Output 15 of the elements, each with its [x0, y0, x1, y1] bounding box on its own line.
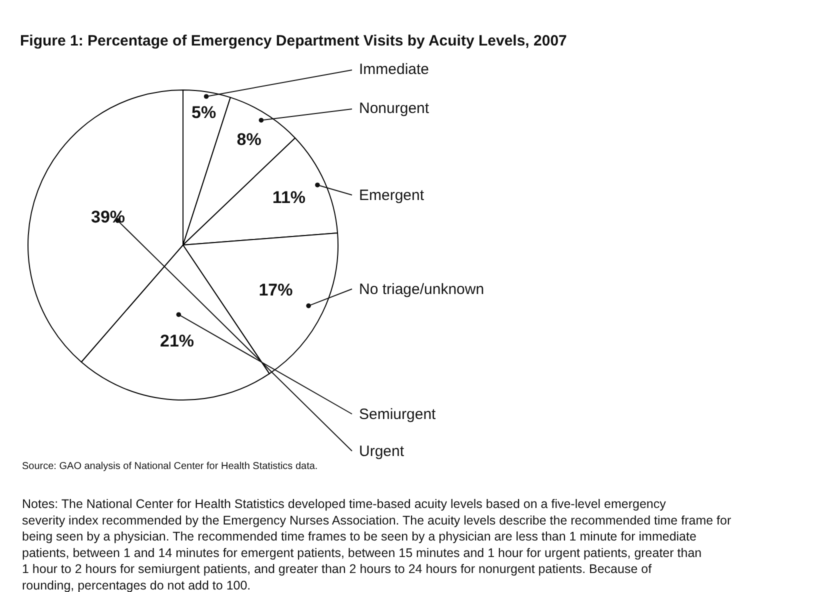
- data-label: 11%: [272, 188, 306, 208]
- slice-label: Urgent: [359, 443, 405, 460]
- slice-label: Emergent: [359, 187, 425, 204]
- data-label: 5%: [192, 102, 216, 122]
- text: Notes: The National Center for Health Statistics developed time-based acuity levels based on a five-level emergency severity index recommended by the Emergency Nurses Association. The acuity levels describe the recommended time frame for being seen by a physician. The recommended time frames to be seen by a physician are less than 1 minute for immediate patients, between 1 and 14 minutes for emergent patients, between 15 minutes and 1 hour for urgent patients, greater than 1 hour to 2 hours for semiurgent patients, and greater than 2 hours to 24 hours for nonurgent patients. Because of rounding, percentages do not add to 100.: [22, 497, 732, 592]
- source-note: Source: GAO analysis of National Center for Health Statistics data.: [22, 461, 318, 472]
- data-label: 8%: [236, 130, 262, 150]
- data-label: 17%: [258, 280, 293, 300]
- slice-label: Immediate: [359, 61, 430, 78]
- slice-label: Semiurgent: [359, 406, 437, 423]
- data-label: 21%: [160, 332, 194, 351]
- slice-label: No triage/unknown: [359, 281, 484, 298]
- slice-label: Nonurgent: [359, 100, 430, 117]
- data-label: 39%: [91, 207, 126, 226]
- chart-title: Figure 1: Percentage of Emergency Department Visits by Acuity Levels, 2007: [20, 32, 567, 50]
